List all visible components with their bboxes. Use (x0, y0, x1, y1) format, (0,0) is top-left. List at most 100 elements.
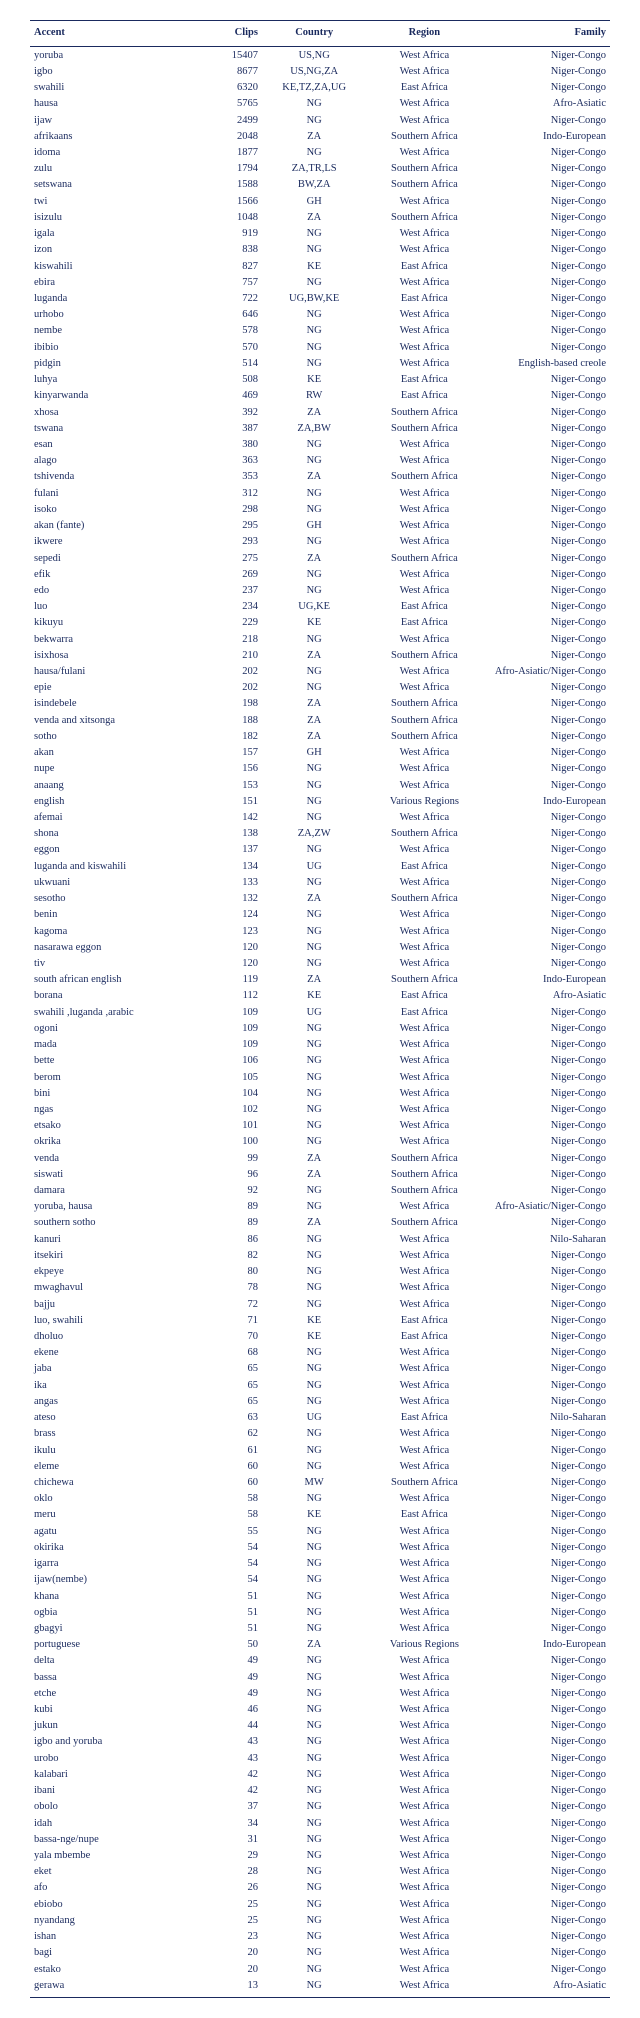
cell-family: Niger-Congo (482, 388, 610, 404)
cell-accent: kagoma (30, 923, 192, 939)
cell-clips: 31 (192, 1831, 262, 1847)
cell-accent: urobo (30, 1750, 192, 1766)
cell-region: West Africa (366, 242, 482, 258)
cell-country: NG (262, 534, 366, 550)
cell-family: Niger-Congo (482, 891, 610, 907)
cell-accent: bajju (30, 1296, 192, 1312)
cell-clips: 34 (192, 1815, 262, 1831)
cell-accent: isindebele (30, 696, 192, 712)
table-row: bekwarra218NGWest AfricaNiger-Congo (30, 631, 610, 647)
cell-family: Niger-Congo (482, 566, 610, 582)
cell-region: East Africa (366, 1507, 482, 1523)
cell-accent: luo (30, 599, 192, 615)
table-row: epie202NGWest AfricaNiger-Congo (30, 680, 610, 696)
table-body: yoruba15407US,NGWest AfricaNiger-Congoig… (30, 47, 610, 1998)
cell-accent: ekene (30, 1345, 192, 1361)
cell-clips: 54 (192, 1556, 262, 1572)
cell-region: West Africa (366, 307, 482, 323)
cell-family: Niger-Congo (482, 1020, 610, 1036)
cell-accent: eggon (30, 842, 192, 858)
cell-clips: 61 (192, 1442, 262, 1458)
cell-family: Niger-Congo (482, 436, 610, 452)
cell-family: Niger-Congo (482, 1507, 610, 1523)
cell-clips: 65 (192, 1393, 262, 1409)
cell-region: Various Regions (366, 1637, 482, 1653)
table-row: ateso63UGEast AfricaNilo-Saharan (30, 1410, 610, 1426)
cell-family: Niger-Congo (482, 1118, 610, 1134)
cell-clips: 49 (192, 1653, 262, 1669)
cell-clips: 49 (192, 1685, 262, 1701)
table-row: chichewa60MWSouthern AfricaNiger-Congo (30, 1474, 610, 1490)
cell-clips: 353 (192, 469, 262, 485)
cell-family: Niger-Congo (482, 1831, 610, 1847)
table-row: kalabari42NGWest AfricaNiger-Congo (30, 1766, 610, 1782)
table-row: izon838NGWest AfricaNiger-Congo (30, 242, 610, 258)
cell-family: Niger-Congo (482, 1377, 610, 1393)
cell-accent: eket (30, 1864, 192, 1880)
cell-accent: pidgin (30, 355, 192, 371)
cell-accent: ibibio (30, 339, 192, 355)
cell-clips: 508 (192, 372, 262, 388)
cell-country: NG (262, 1491, 366, 1507)
table-row: isoko298NGWest AfricaNiger-Congo (30, 501, 610, 517)
cell-region: West Africa (366, 1653, 482, 1669)
cell-region: West Africa (366, 1766, 482, 1782)
cell-country: NG (262, 274, 366, 290)
header-country: Country (262, 21, 366, 47)
cell-country: NG (262, 1702, 366, 1718)
cell-country: NG (262, 96, 366, 112)
cell-accent: alago (30, 453, 192, 469)
cell-country: NG (262, 566, 366, 582)
cell-region: West Africa (366, 907, 482, 923)
cell-region: West Africa (366, 1247, 482, 1263)
cell-country: NG (262, 1118, 366, 1134)
cell-family: Niger-Congo (482, 1361, 610, 1377)
table-row: twi1566GHWest AfricaNiger-Congo (30, 193, 610, 209)
cell-family: Niger-Congo (482, 777, 610, 793)
cell-clips: 151 (192, 793, 262, 809)
cell-country: NG (262, 307, 366, 323)
table-row: nupe156NGWest AfricaNiger-Congo (30, 761, 610, 777)
cell-region: Southern Africa (366, 209, 482, 225)
cell-country: GH (262, 193, 366, 209)
cell-accent: nyandang (30, 1912, 192, 1928)
table-row: eket28NGWest AfricaNiger-Congo (30, 1864, 610, 1880)
cell-clips: 44 (192, 1718, 262, 1734)
cell-accent: ishan (30, 1929, 192, 1945)
table-row: borana112KEEast AfricaAfro-Asiatic (30, 988, 610, 1004)
cell-clips: 578 (192, 323, 262, 339)
cell-country: KE (262, 258, 366, 274)
cell-country: NG (262, 582, 366, 598)
cell-accent: ikulu (30, 1442, 192, 1458)
cell-country: MW (262, 1474, 366, 1490)
table-row: siswati96ZASouthern AfricaNiger-Congo (30, 1166, 610, 1182)
header-region: Region (366, 21, 482, 47)
cell-accent: agatu (30, 1523, 192, 1539)
cell-country: ZA (262, 1150, 366, 1166)
cell-family: Niger-Congo (482, 1929, 610, 1945)
table-row: edo237NGWest AfricaNiger-Congo (30, 582, 610, 598)
cell-country: NG (262, 1880, 366, 1896)
table-row: oklo58NGWest AfricaNiger-Congo (30, 1491, 610, 1507)
cell-accent: itsekiri (30, 1247, 192, 1263)
cell-region: East Africa (366, 80, 482, 96)
cell-family: Niger-Congo (482, 1004, 610, 1020)
cell-country: ZA (262, 404, 366, 420)
cell-region: West Africa (366, 566, 482, 582)
cell-clips: 142 (192, 810, 262, 826)
cell-accent: nupe (30, 761, 192, 777)
cell-country: NG (262, 1750, 366, 1766)
cell-clips: 5765 (192, 96, 262, 112)
cell-country: NG (262, 1718, 366, 1734)
table-row: anaang153NGWest AfricaNiger-Congo (30, 777, 610, 793)
table-row: venda99ZASouthern AfricaNiger-Congo (30, 1150, 610, 1166)
cell-clips: 137 (192, 842, 262, 858)
cell-accent: sesotho (30, 891, 192, 907)
cell-family: Indo-European (482, 128, 610, 144)
cell-accent: estako (30, 1961, 192, 1977)
cell-region: West Africa (366, 1020, 482, 1036)
cell-country: KE (262, 1329, 366, 1345)
cell-family: Niger-Congo (482, 112, 610, 128)
table-row: ogbia51NGWest AfricaNiger-Congo (30, 1604, 610, 1620)
cell-region: West Africa (366, 1069, 482, 1085)
